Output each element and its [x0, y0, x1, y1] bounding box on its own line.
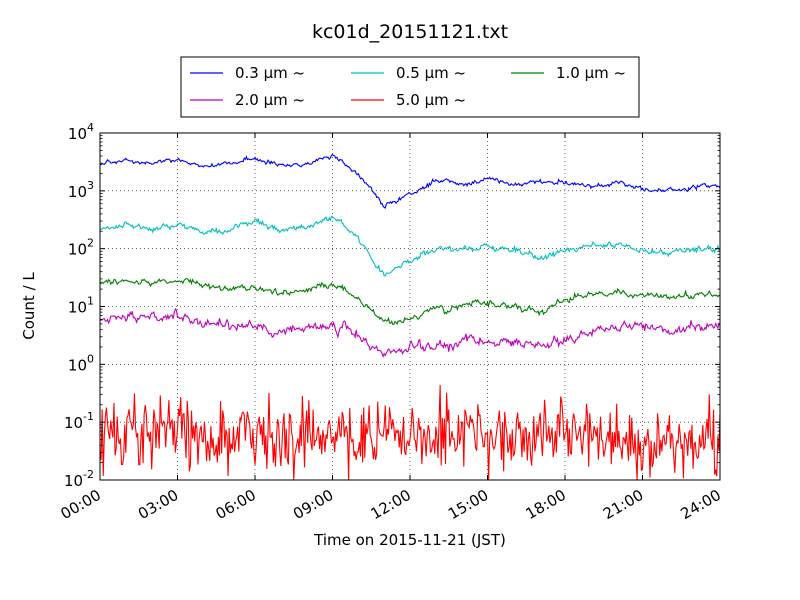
x-tick-label: 06:00 [213, 486, 259, 523]
legend-label: 0.3 μm ~ [235, 64, 305, 82]
y-tick-label: 10-1 [64, 410, 94, 432]
x-tick-label: 18:00 [523, 486, 569, 523]
legend-label: 0.5 μm ~ [396, 64, 466, 82]
x-tick-label: 09:00 [290, 486, 336, 523]
legend: 0.3 μm ~ 0.5 μm ~ 1.0 μm ~ 2.0 μm ~ 5.0 μm ~ [180, 56, 640, 118]
legend-label: 2.0 μm ~ [235, 91, 305, 109]
y-tick-label: 103 [68, 179, 94, 201]
x-tick-label: 12:00 [368, 486, 414, 523]
y-tick-label: 101 [68, 295, 94, 317]
x-axis-label: Time on 2015-11-21 (JST) [313, 531, 506, 549]
series-line-3 [99, 278, 721, 326]
y-axis-label: Count / L [20, 272, 38, 340]
series-line-1 [99, 153, 721, 209]
series-line-4 [99, 307, 721, 358]
x-tick-label: 00:00 [58, 486, 104, 523]
legend-label: 5.0 μm ~ [396, 91, 466, 109]
chart-title: kc01d_20151121.txt [312, 21, 508, 43]
y-tick-label: 102 [68, 237, 94, 259]
series-lines [99, 153, 721, 481]
y-tick-labels: 10-2 10-1 100 101 102 103 104 [64, 121, 94, 490]
x-tick-label: 21:00 [600, 486, 646, 523]
y-tick-label: 100 [68, 352, 94, 374]
y-tick-label: 10-2 [64, 468, 94, 490]
ticks [99, 132, 721, 481]
x-tick-labels: 00:00 03:00 06:00 09:00 12:00 15:00 18:00 21:00… [58, 486, 724, 523]
y-tick-label: 104 [68, 121, 94, 143]
x-tick-label: 03:00 [135, 486, 181, 523]
legend-label: 1.0 μm ~ [556, 64, 626, 82]
series-line-5 [99, 384, 721, 481]
series-line-2 [99, 215, 721, 277]
legend-box [180, 56, 640, 118]
x-tick-label: 15:00 [445, 486, 491, 523]
x-tick-label: 24:00 [678, 486, 724, 523]
